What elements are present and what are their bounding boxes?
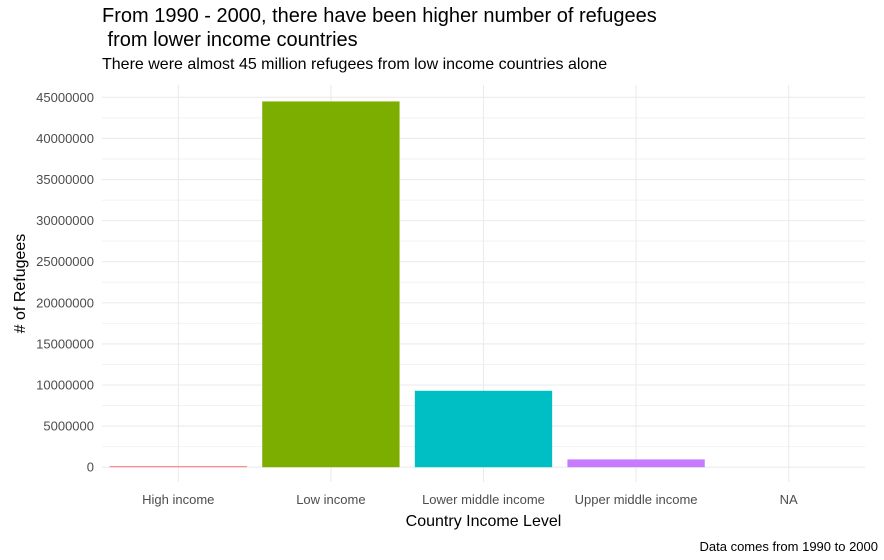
grid-lines	[102, 85, 865, 482]
y-tick-label: 10000000	[36, 378, 94, 393]
y-tick-label: 35000000	[36, 172, 94, 187]
y-tick-label: 40000000	[36, 131, 94, 146]
bar	[414, 390, 553, 468]
y-tick-label: 45000000	[36, 90, 94, 105]
y-tick-label: 30000000	[36, 213, 94, 228]
bar	[567, 459, 705, 468]
x-tick-label: Low income	[296, 492, 365, 507]
x-tick-label: Upper middle income	[575, 492, 698, 507]
x-axis-ticks: High income Low income Lower middle income…	[142, 492, 798, 507]
y-tick-label: 20000000	[36, 295, 94, 310]
y-tick-label: 15000000	[36, 336, 94, 351]
bars	[109, 101, 705, 468]
x-axis-title: Country Income Level	[406, 513, 562, 530]
y-tick-label: 25000000	[36, 254, 94, 269]
y-tick-label: 5000000	[43, 419, 94, 434]
chart-subtitle: There were almost 45 million refugees fr…	[102, 56, 608, 73]
x-tick-label: High income	[142, 492, 214, 507]
bar	[262, 101, 400, 468]
x-tick-label: Lower middle income	[422, 492, 545, 507]
bar	[109, 466, 247, 468]
chart-title: From 1990 - 2000, there have been higher…	[102, 5, 657, 51]
chart-caption: Data comes from 1990 to 2000	[699, 539, 879, 554]
x-tick-label: NA	[780, 492, 798, 507]
y-axis-title: # of Refugees	[12, 234, 29, 334]
y-axis-ticks: 0 5000000 10000000 15000000 20000000 25000000…	[36, 90, 94, 475]
y-tick-label: 0	[87, 460, 94, 475]
